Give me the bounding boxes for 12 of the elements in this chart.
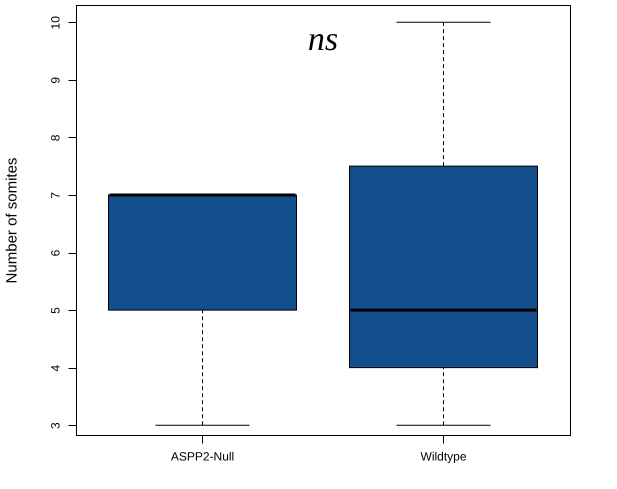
y-tick-label: 4 — [48, 364, 62, 372]
y-tick-label: 9 — [48, 76, 62, 84]
y-tick-label: 8 — [48, 134, 62, 142]
y-tick-label: 3 — [48, 422, 62, 430]
y-tick-label: 6 — [48, 249, 62, 256]
y-axis-title: Number of somites — [4, 158, 20, 284]
annotation: ns — [308, 21, 338, 58]
y-tick-label: 7 — [48, 192, 62, 199]
x-tick-label: Wildtype — [420, 450, 467, 464]
y-tick-label: 5 — [48, 306, 62, 314]
x-tick-label: ASPP2-Null — [170, 450, 234, 464]
y-tick-label: 10 — [48, 16, 62, 30]
